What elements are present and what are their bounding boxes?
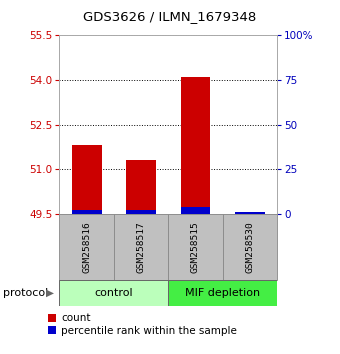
Bar	[168, 214, 223, 280]
Legend: count, percentile rank within the sample: count, percentile rank within the sample	[48, 313, 237, 336]
Text: ▶: ▶	[46, 288, 54, 298]
Text: GSM258517: GSM258517	[137, 221, 146, 273]
Bar	[72, 210, 102, 214]
Text: control: control	[95, 288, 133, 298]
Bar	[126, 160, 156, 214]
Bar	[223, 214, 277, 280]
Bar	[126, 210, 156, 214]
Text: GDS3626 / ILMN_1679348: GDS3626 / ILMN_1679348	[83, 10, 257, 23]
Bar	[59, 214, 114, 280]
Bar	[72, 145, 102, 214]
Bar	[181, 76, 210, 214]
Text: GSM258530: GSM258530	[245, 221, 254, 273]
Bar	[59, 280, 168, 306]
Bar	[168, 280, 277, 306]
Text: GSM258516: GSM258516	[82, 221, 91, 273]
Bar	[235, 212, 265, 214]
Bar	[114, 214, 168, 280]
Bar	[181, 207, 210, 214]
Text: protocol: protocol	[3, 288, 49, 298]
Text: GSM258515: GSM258515	[191, 221, 200, 273]
Text: MIF depletion: MIF depletion	[185, 288, 260, 298]
